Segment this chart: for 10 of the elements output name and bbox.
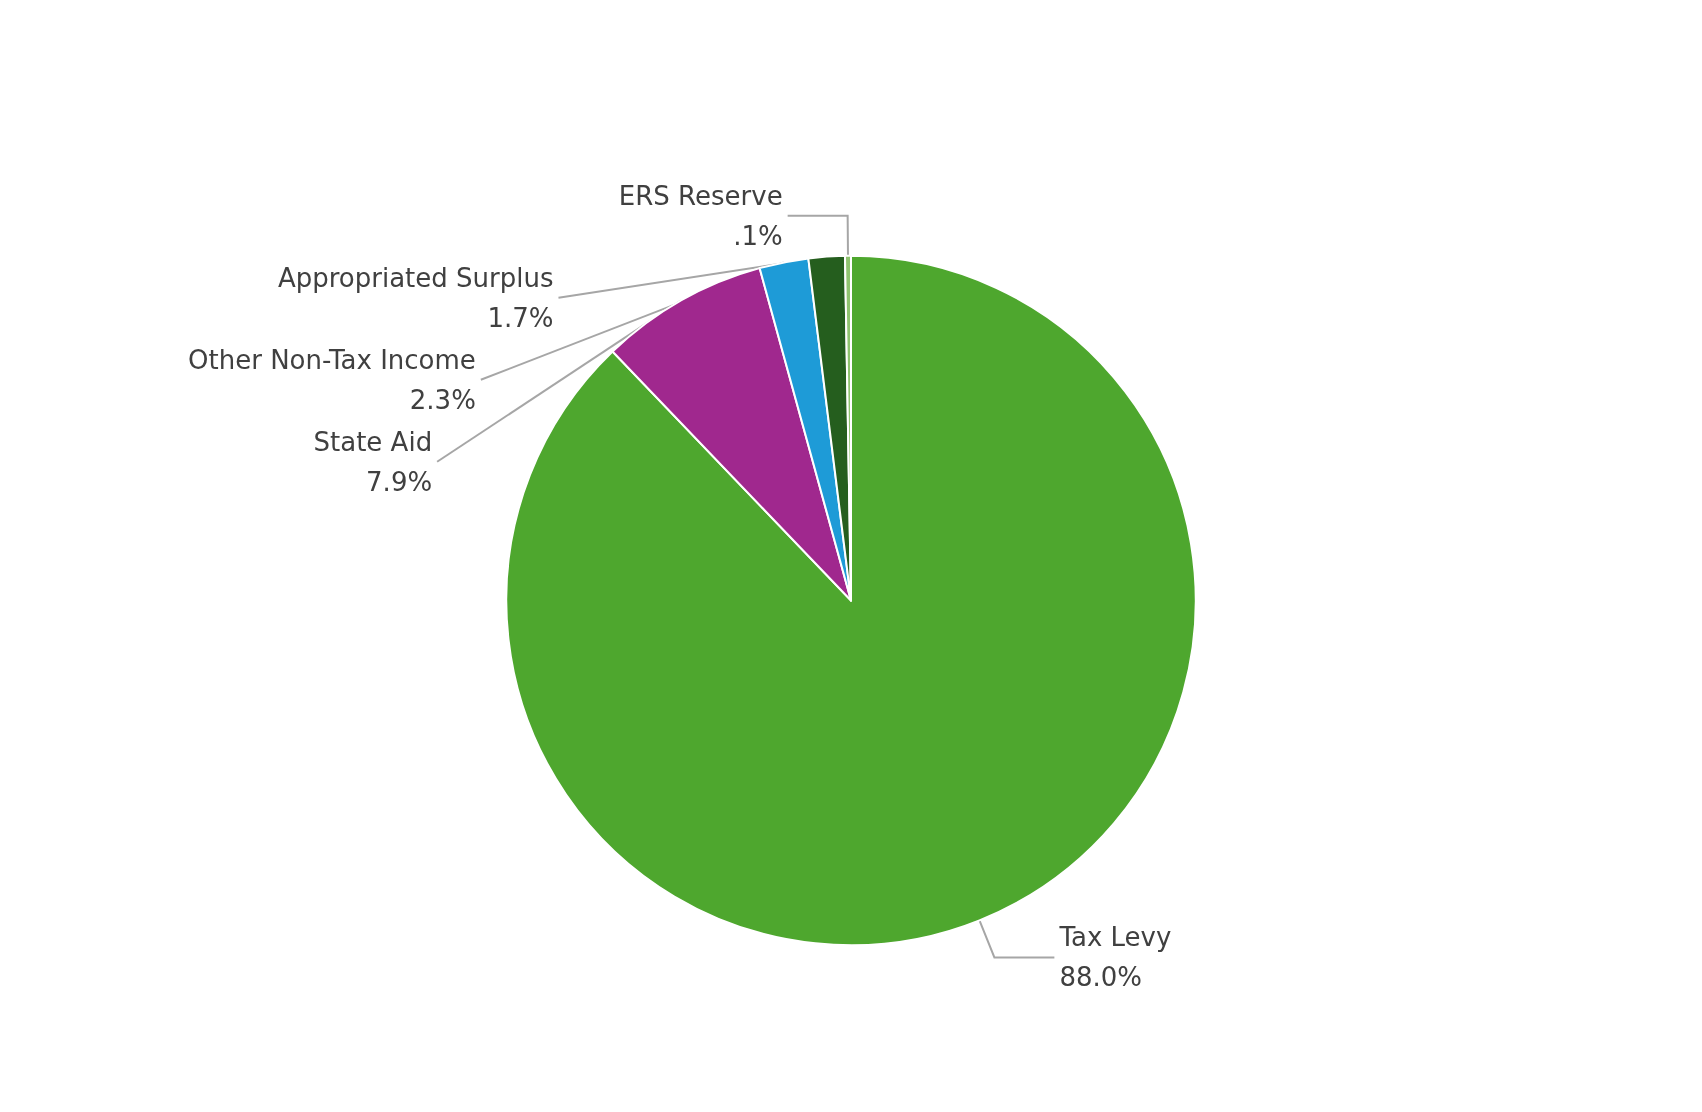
slice-label: State Aid (313, 426, 433, 457)
data-label: 88.0% (1059, 962, 1142, 993)
data-label: 1.7% (487, 302, 554, 333)
slice-label: Appropriated Surplus (277, 262, 554, 293)
slice-label: Tax Levy (1058, 922, 1172, 953)
slice-label: ERS Reserve (618, 180, 783, 211)
data-label: 2.3% (409, 384, 476, 415)
data-label: 7.9% (366, 466, 433, 497)
data-label: .1% (733, 220, 783, 251)
slice-label: Other Non-Tax Income (188, 344, 476, 375)
